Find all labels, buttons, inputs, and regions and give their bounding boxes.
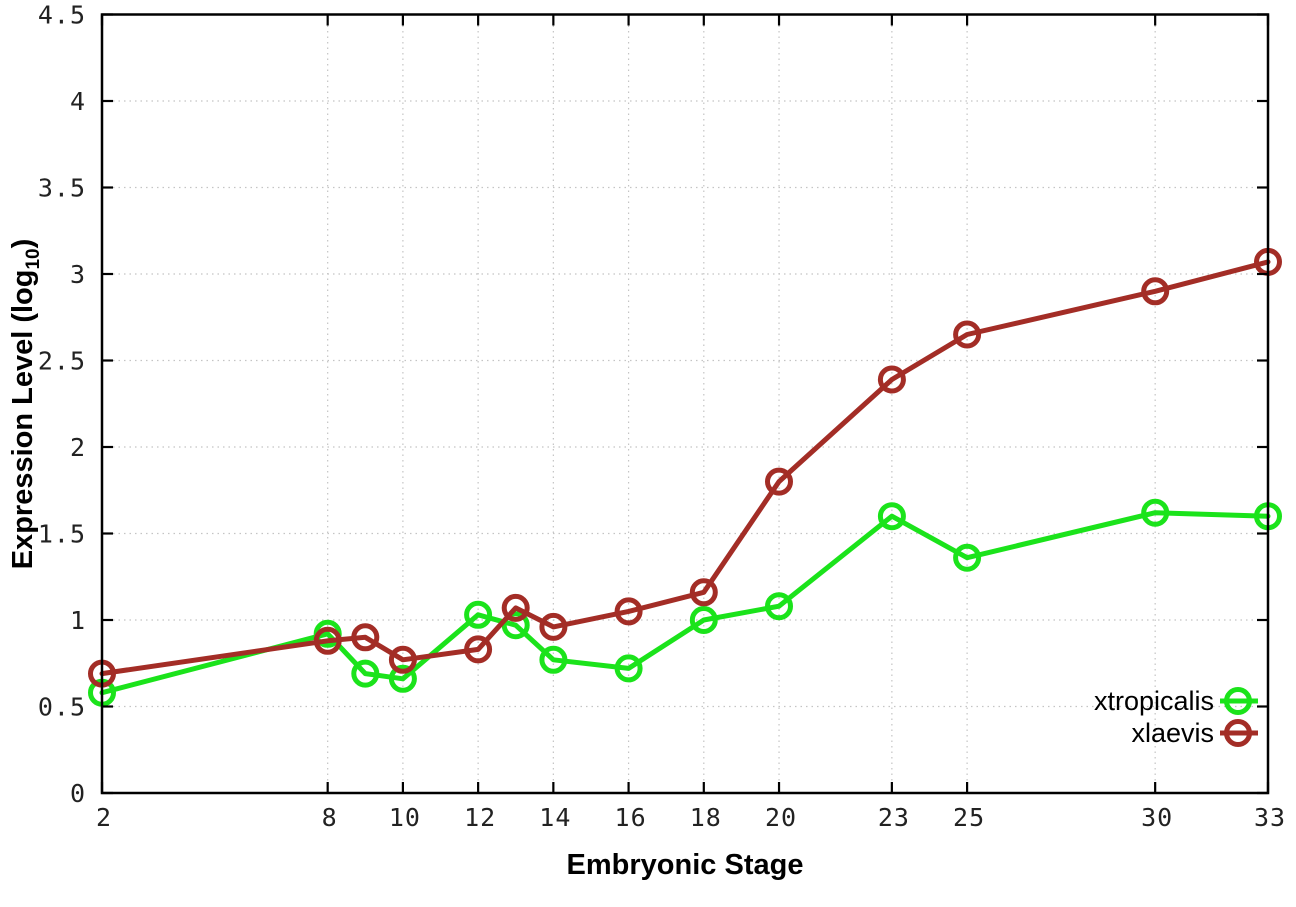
series-line-xlaevis (99, 259, 1271, 677)
data-point-xlaevis (388, 645, 417, 674)
data-point-xtropicalis (351, 659, 380, 688)
legend-label-xlaevis: xlaevis (1131, 718, 1214, 748)
x-tick-label: 2 (96, 803, 112, 832)
y-tick-label: 2 (70, 433, 86, 462)
legend-label-xtropicalis: xtropicalis (1094, 686, 1214, 716)
data-point-xtropicalis (501, 611, 530, 640)
gridlines (102, 14, 1268, 793)
plot-border (100, 13, 1270, 795)
data-point-xtropicalis (464, 600, 493, 629)
x-tick-label: 14 (539, 803, 571, 832)
data-point-xtropicalis (953, 543, 982, 572)
data-point-xtropicalis (877, 502, 906, 531)
data-point-xtropicalis (539, 645, 568, 674)
x-tick-label: 8 (322, 803, 338, 832)
x-axis-title: Embryonic Stage (567, 849, 804, 881)
data-point-xtropicalis (614, 654, 643, 683)
x-tick-label: 33 (1254, 803, 1286, 832)
legend-item-xtropicalis: xtropicalis (1094, 686, 1258, 716)
x-tick-label: 18 (690, 803, 722, 832)
y-tick-label: 3 (70, 260, 86, 289)
y-tick-label: 1 (70, 606, 86, 635)
data-point-xlaevis (1141, 277, 1170, 306)
data-point-xlaevis (464, 635, 493, 664)
data-point-xlaevis (765, 467, 793, 496)
series-layer (88, 247, 1282, 707)
legend-marker-circle-icon (1224, 687, 1252, 715)
data-point-xlaevis (877, 365, 906, 394)
axes (100, 13, 1270, 795)
x-tick-label: 12 (464, 803, 496, 832)
data-point-xlaevis (351, 623, 380, 652)
x-tick-label: 25 (953, 803, 985, 832)
y-axis-title: Expression Level (log10) (7, 239, 44, 570)
x-tick-label: 10 (389, 803, 421, 832)
data-point-xlaevis (539, 612, 568, 641)
tick-labels: 0 0.5 1 1.5 2 2.5 3 3.5 4 4.5 2 8 10 12 14 16 18 20 23 25 30… (38, 1, 1286, 833)
data-point-xlaevis (689, 578, 718, 607)
y-tick-label: 4.5 (38, 1, 86, 30)
data-point-xtropicalis (388, 664, 417, 693)
data-point-xtropicalis (1141, 498, 1170, 527)
data-point-xlaevis (614, 597, 643, 626)
data-point-xlaevis (501, 593, 530, 622)
y-tick-label: 1.5 (38, 520, 86, 549)
legend-marker-circle-icon (1224, 719, 1252, 747)
data-point-xtropicalis (765, 592, 793, 621)
y-tick-label: 4 (70, 87, 86, 116)
y-tick-label: 0.5 (38, 693, 86, 722)
x-tick-label: 30 (1141, 803, 1173, 832)
y-tick-label: 2.5 (38, 347, 86, 376)
data-point-xlaevis (953, 320, 982, 349)
x-tick-label: 16 (615, 803, 647, 832)
data-point-xtropicalis (689, 606, 718, 634)
x-tick-label: 23 (878, 803, 910, 832)
x-tick-label: 20 (765, 803, 797, 832)
y-tick-label: 0 (70, 779, 86, 808)
y-tick-label: 3.5 (38, 174, 86, 203)
series-line-xtropicalis (99, 510, 1271, 696)
legend: xtropicalis xlaevis (1094, 686, 1258, 748)
data-point-xlaevis (313, 626, 342, 655)
legend-item-xlaevis: xlaevis (1131, 718, 1258, 748)
